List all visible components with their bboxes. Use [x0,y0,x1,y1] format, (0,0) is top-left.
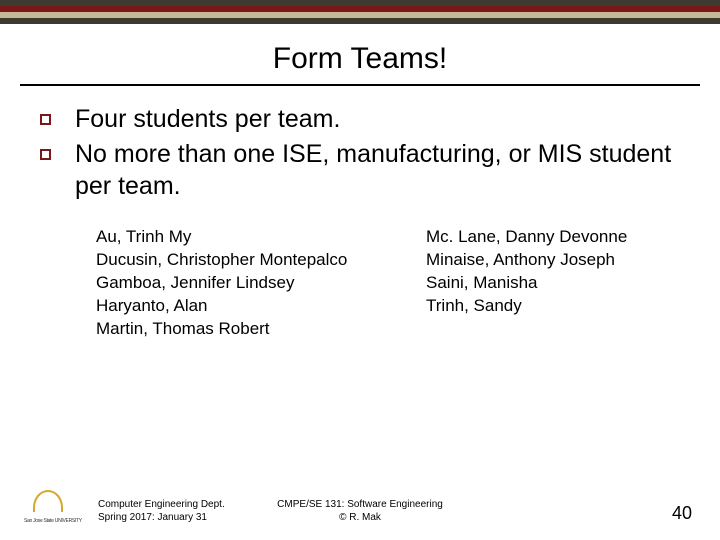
student-name: Mc. Lane, Danny Devonne [426,226,627,249]
bullet-item: Four students per team. [40,104,680,135]
dept-line: Computer Engineering Dept. [98,498,225,511]
bullet-item: No more than one ISE, manufacturing, or … [40,139,680,202]
logo-label: San Jose State UNIVERSITY [24,518,82,524]
bar-dark-2 [0,18,720,24]
slide-number: 40 [672,503,692,524]
bullet-text: Four students per team. [75,104,340,135]
names-columns: Au, Trinh My Ducusin, Christopher Montep… [96,226,680,341]
names-column-2: Mc. Lane, Danny Devonne Minaise, Anthony… [426,226,627,341]
student-name: Ducusin, Christopher Montepalco [96,249,426,272]
square-bullet-icon [40,114,51,125]
footer-dept: Computer Engineering Dept. Spring 2017: … [98,498,225,524]
student-name: Trinh, Sandy [426,295,627,318]
student-name: Martin, Thomas Robert [96,318,426,341]
student-name: Au, Trinh My [96,226,426,249]
bullet-text: No more than one ISE, manufacturing, or … [75,139,680,202]
footer: San Jose State UNIVERSITY Computer Engin… [0,490,720,524]
student-name: Minaise, Anthony Joseph [426,249,627,272]
course-line: CMPE/SE 131: Software Engineering [277,498,443,511]
slide-title: Form Teams! [0,42,720,76]
square-bullet-icon [40,149,51,160]
names-column-1: Au, Trinh My Ducusin, Christopher Montep… [96,226,426,341]
dept-line: Spring 2017: January 31 [98,511,225,524]
student-name: Gamboa, Jennifer Lindsey [96,272,426,295]
footer-course: CMPE/SE 131: Software Engineering © R. M… [277,498,443,524]
student-name: Saini, Manisha [426,272,627,295]
content-area: Four students per team. No more than one… [0,86,720,340]
course-line: © R. Mak [277,511,443,524]
university-logo-icon: San Jose State UNIVERSITY [28,490,68,524]
student-name: Haryanto, Alan [96,295,426,318]
decorative-top-bars [0,0,720,24]
